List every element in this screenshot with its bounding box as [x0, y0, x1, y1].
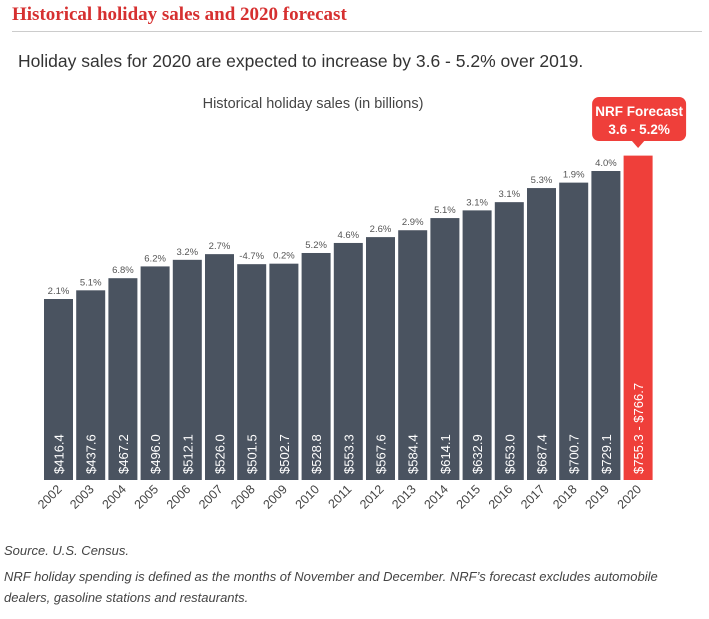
x-tick-label: 2002	[35, 482, 65, 512]
x-tick-label: 2013	[389, 482, 419, 512]
x-tick-label: 2007	[196, 482, 226, 512]
bar-value-label: $614.1	[438, 434, 453, 474]
bar	[591, 171, 621, 480]
bar-value-label: $584.4	[406, 434, 421, 474]
x-tick-label: 2011	[326, 482, 355, 511]
bar-value-label: $687.4	[535, 434, 550, 474]
bar-value-label: $755.3 - $766.7	[631, 383, 646, 474]
x-tick-label: 2019	[582, 482, 612, 512]
bar-value-label: $553.3	[341, 434, 356, 474]
bar	[333, 242, 363, 480]
bar-value-label: $437.6	[84, 434, 99, 474]
growth-label: 2.7%	[209, 241, 231, 252]
page-title: Historical holiday sales and 2020 foreca…	[12, 4, 347, 25]
growth-label: 3.1%	[466, 197, 488, 208]
bar	[108, 278, 138, 480]
bar	[172, 259, 202, 480]
bar	[44, 299, 73, 480]
x-tick-label: 2009	[260, 482, 290, 512]
x-tick-label: 2018	[550, 482, 580, 512]
x-tick-label: 2015	[454, 482, 484, 512]
x-tick-label: 2017	[518, 482, 548, 512]
bar	[237, 264, 267, 480]
bar-value-label: $729.1	[599, 434, 614, 474]
bar-value-label: $467.2	[116, 434, 131, 474]
growth-label: 6.8%	[112, 265, 134, 276]
holiday-sales-bar-chart: Historical holiday sales (in billions) $…	[35, 96, 687, 512]
bar-value-label: $501.5	[245, 434, 260, 474]
forecast-callout	[592, 97, 687, 141]
forecast-callout-value: 3.6 - 5.2%	[608, 122, 670, 137]
growth-label: 2.6%	[370, 224, 392, 235]
bar	[205, 254, 234, 480]
growth-label: -4.7%	[239, 251, 264, 262]
bar-value-label: $567.6	[374, 434, 389, 474]
bar-value-label: $526.0	[213, 434, 228, 474]
bar	[269, 263, 299, 480]
bar-value-label: $416.4	[52, 434, 67, 474]
chart-title: Historical holiday sales (in billions)	[203, 96, 424, 112]
bar	[398, 230, 428, 480]
growth-label: 3.2%	[176, 247, 198, 258]
bar-value-label: $528.8	[309, 434, 324, 474]
growth-label: 1.9%	[563, 170, 585, 181]
bar	[527, 188, 556, 480]
title-divider	[12, 31, 702, 32]
bar-value-label: $496.0	[148, 434, 163, 474]
growth-label: 5.2%	[305, 240, 327, 251]
bar	[76, 290, 106, 480]
x-tick-label: 2005	[132, 482, 162, 512]
bar-value-label: $512.1	[180, 434, 195, 474]
x-tick-label: 2020	[615, 482, 645, 512]
forecast-callout-title: NRF Forecast	[595, 104, 683, 119]
growth-label: 5.1%	[434, 205, 456, 216]
bar	[140, 266, 170, 480]
x-tick-label: 2016	[486, 482, 516, 512]
bar	[559, 182, 589, 481]
bar	[366, 237, 395, 480]
growth-label: 5.3%	[531, 175, 553, 186]
bar	[494, 202, 524, 480]
growth-label: 2.1%	[48, 286, 70, 297]
forecast-bar	[623, 155, 653, 480]
x-tick-label: 2004	[99, 482, 129, 512]
growth-label: 2.9%	[402, 217, 424, 228]
bar-value-label: $653.0	[502, 434, 517, 474]
x-tick-label: 2008	[228, 482, 258, 512]
source-note: Source. U.S. Census.	[4, 543, 129, 558]
x-tick-label: 2012	[357, 482, 387, 512]
bar-value-label: $632.9	[470, 434, 485, 474]
growth-label: 5.1%	[80, 277, 102, 288]
x-tick-label: 2014	[421, 482, 451, 512]
growth-label: 3.1%	[498, 189, 520, 200]
page-subtitle: Holiday sales for 2020 are expected to i…	[18, 51, 584, 71]
x-tick-label: 2006	[164, 482, 194, 512]
x-tick-label: 2003	[67, 482, 97, 512]
bar-value-label: $700.7	[567, 434, 582, 474]
bar	[301, 252, 331, 480]
bar-value-label: $502.7	[277, 434, 292, 474]
growth-label: 0.2%	[273, 251, 295, 262]
growth-label: 4.6%	[337, 230, 359, 241]
growth-label: 6.2%	[144, 253, 166, 264]
x-tick-label: 2010	[293, 482, 323, 512]
bar	[462, 210, 492, 480]
footnote: NRF holiday spending is defined as the m…	[4, 569, 658, 605]
forecast-callout-pointer	[631, 140, 646, 148]
growth-label: 4.0%	[595, 158, 617, 169]
bar	[430, 218, 460, 481]
